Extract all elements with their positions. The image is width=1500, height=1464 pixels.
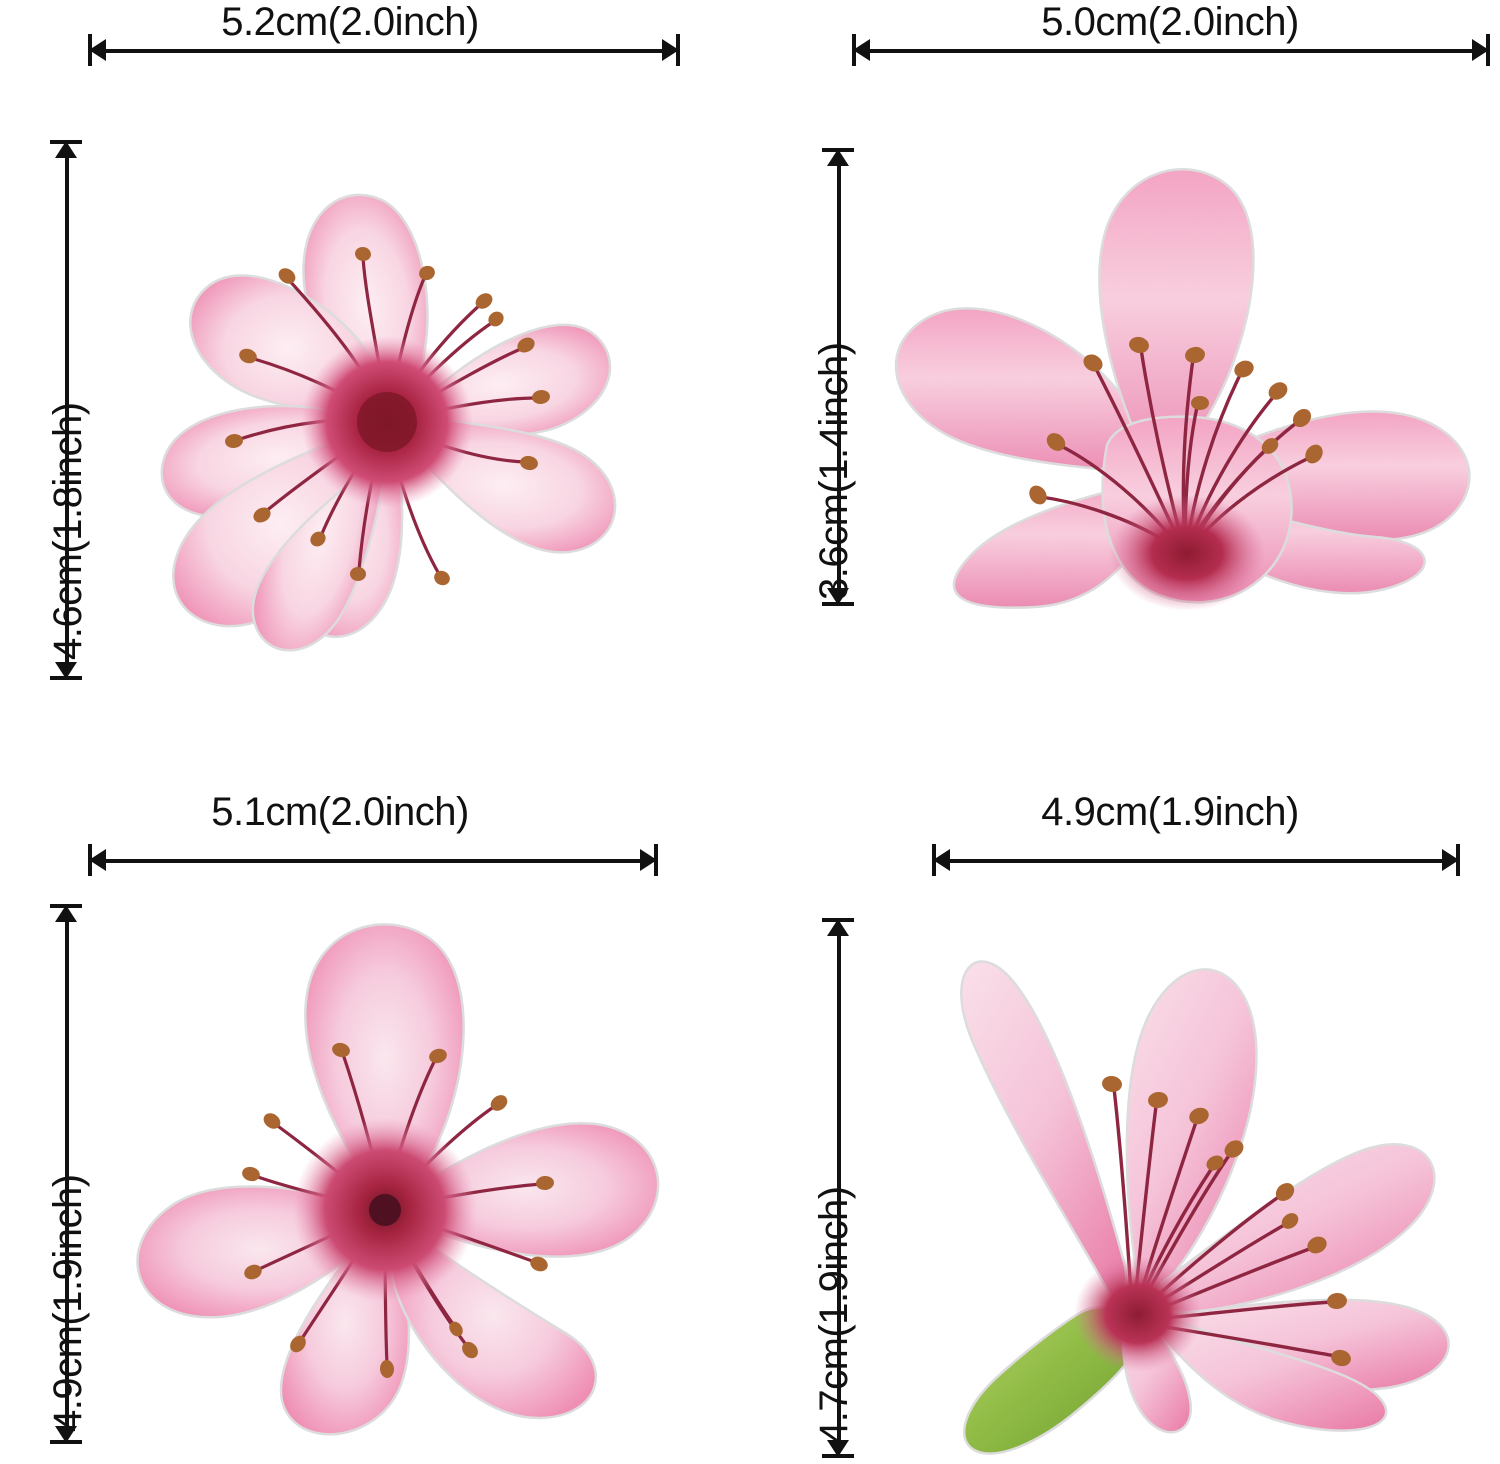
patch-cell-bottom-right: 4.9cm(1.9inch) 4.7cm(1.9inch)	[750, 732, 1500, 1464]
arrow-cap-left-icon	[852, 34, 870, 66]
patch-cell-top-right: 5.0cm(2.0inch) 3.6cm(1.4inch)	[750, 0, 1500, 732]
width-label-top-right: 5.0cm(2.0inch)	[1041, 0, 1299, 44]
arrow-cap-right-icon	[1442, 844, 1460, 876]
arrow-cap-top-icon	[822, 918, 854, 936]
width-label-bottom-left: 5.1cm(2.0inch)	[211, 790, 469, 834]
arrow-cap-left-icon	[932, 844, 950, 876]
flower-patch-top-left	[95, 140, 685, 680]
arrow-cap-right-icon	[662, 34, 680, 66]
arrow-cap-left-icon	[88, 844, 106, 876]
height-dimension-line-bottom-left	[46, 904, 86, 1444]
height-dimension-line-top-left	[46, 140, 86, 680]
height-dimension-line-bottom-right	[818, 918, 858, 1458]
arrow-cap-bottom-icon	[50, 662, 82, 680]
width-dimension-line-top-right	[852, 30, 1490, 70]
arrow-cap-left-icon	[88, 34, 106, 66]
patch-cell-top-left: 5.2cm(2.0inch) 4.6cm(1.8inch)	[0, 0, 750, 732]
arrow-cap-top-icon	[50, 140, 82, 158]
arrow-cap-right-icon	[1472, 34, 1490, 66]
arrow-cap-bottom-icon	[50, 1426, 82, 1444]
arrow-cap-bottom-icon	[822, 1440, 854, 1458]
arrow-cap-bottom-icon	[822, 588, 854, 606]
flower-patch-bottom-right	[900, 910, 1480, 1462]
patch-cell-bottom-left: 5.1cm(2.0inch) 4.9cm(1.9inch)	[0, 732, 750, 1464]
arrow-cap-top-icon	[50, 904, 82, 922]
arrow-cap-right-icon	[640, 844, 658, 876]
width-dimension-line-top-left	[88, 30, 680, 70]
width-label-top-left: 5.2cm(2.0inch)	[221, 0, 479, 44]
flower-patch-bottom-left	[95, 902, 685, 1442]
width-dimension-line-bottom-left	[88, 840, 658, 880]
height-dimension-line-top-right	[818, 148, 858, 606]
width-label-bottom-right: 4.9cm(1.9inch)	[1041, 790, 1299, 834]
flower-patch-top-right	[855, 145, 1495, 610]
arrow-cap-top-icon	[822, 148, 854, 166]
width-dimension-line-bottom-right	[932, 840, 1460, 880]
